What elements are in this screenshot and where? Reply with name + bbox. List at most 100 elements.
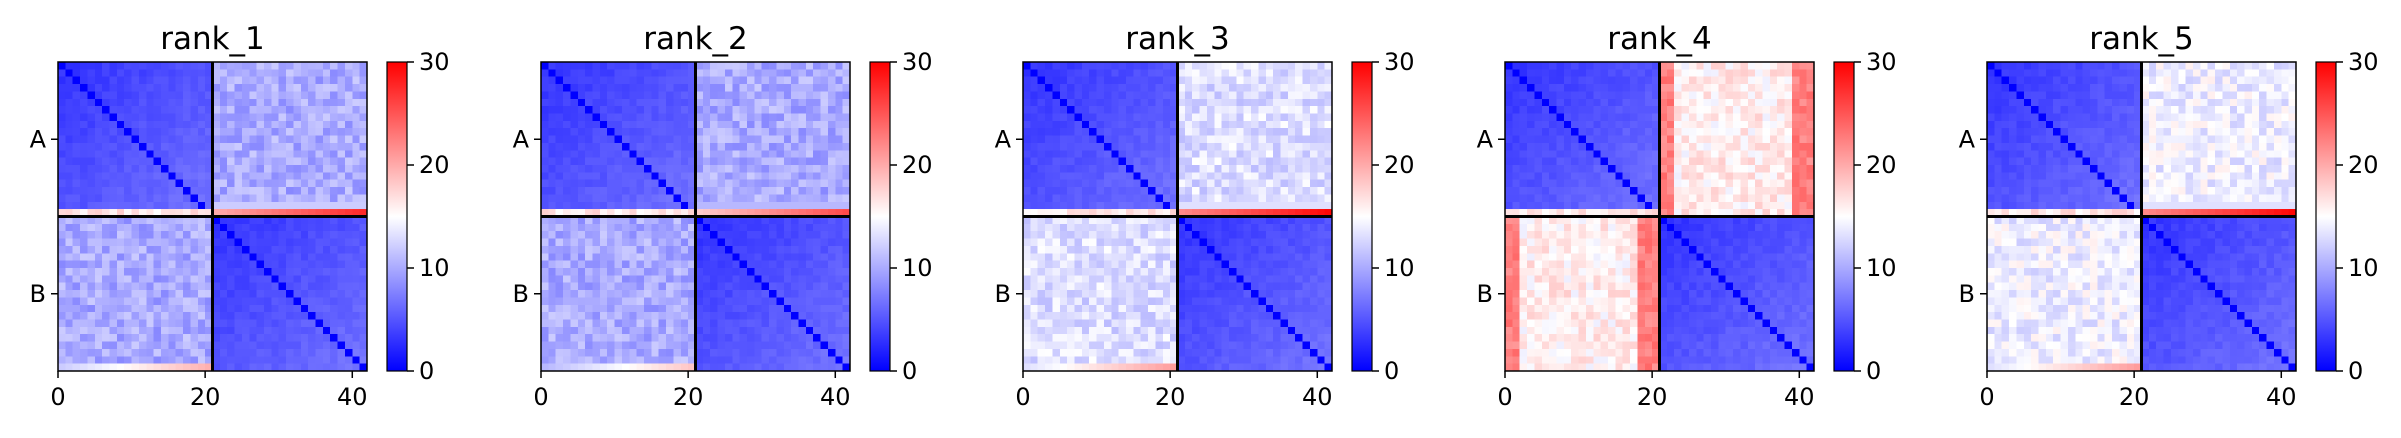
heatmap-cell bbox=[190, 120, 199, 129]
heatmap-cell bbox=[227, 297, 235, 306]
heatmap-cell bbox=[1236, 253, 1245, 261]
heatmap-cell bbox=[680, 98, 689, 107]
heatmap-cell bbox=[599, 348, 608, 357]
heatmap-cell bbox=[658, 356, 667, 364]
heatmap-cell bbox=[1221, 268, 1230, 276]
heatmap-cell bbox=[644, 223, 652, 232]
heatmap-cell bbox=[293, 201, 302, 210]
heatmap-cell bbox=[813, 356, 821, 364]
heatmap-cell bbox=[94, 223, 103, 232]
heatmap-cell bbox=[842, 106, 851, 114]
heatmap-cell bbox=[87, 319, 96, 328]
heatmap-cell bbox=[109, 363, 118, 372]
heatmap-cell bbox=[1148, 98, 1156, 107]
heatmap-cell bbox=[614, 135, 623, 144]
heatmap-cell bbox=[673, 260, 682, 269]
heatmap-cell bbox=[761, 76, 770, 85]
heatmap-cell bbox=[827, 319, 836, 328]
heatmap-cell bbox=[1214, 106, 1222, 114]
heatmap-cell bbox=[585, 231, 593, 239]
heatmap-cell bbox=[666, 223, 674, 232]
heatmap-cell bbox=[72, 69, 81, 78]
heatmap-cell bbox=[146, 150, 154, 158]
heatmap-cell bbox=[724, 120, 733, 129]
heatmap-cell bbox=[577, 150, 586, 158]
heatmap-cell bbox=[109, 135, 118, 144]
heatmap-cell bbox=[1089, 84, 1097, 92]
heatmap-cell bbox=[227, 84, 235, 92]
heatmap-cell bbox=[124, 150, 132, 158]
heatmap-cell bbox=[1103, 120, 1112, 129]
heatmap-cell bbox=[352, 187, 360, 195]
heatmap-cell bbox=[308, 150, 316, 158]
heatmap-cell bbox=[644, 319, 652, 328]
heatmap-cell bbox=[695, 348, 704, 357]
heatmap-cell bbox=[330, 157, 338, 166]
heatmap-cell bbox=[205, 245, 213, 254]
heatmap-cell bbox=[1317, 172, 1325, 181]
heatmap-cell bbox=[278, 245, 287, 254]
heatmap-cell bbox=[791, 128, 799, 136]
heatmap-cell bbox=[330, 187, 338, 195]
heatmap-cell bbox=[1317, 187, 1325, 195]
heatmap-cell bbox=[109, 150, 118, 158]
heatmap-cell bbox=[1258, 84, 1267, 92]
heatmap-cell bbox=[1052, 69, 1061, 78]
heatmap-cell bbox=[1206, 297, 1215, 306]
heatmap-cell bbox=[1103, 135, 1112, 144]
heatmap-cell bbox=[555, 209, 564, 217]
heatmap-cell bbox=[563, 142, 571, 151]
heatmap-cell bbox=[1133, 209, 1142, 217]
heatmap-cell bbox=[65, 319, 74, 328]
heatmap-cell bbox=[666, 172, 674, 181]
heatmap-cell bbox=[1052, 76, 1061, 85]
heatmap-cell bbox=[1273, 297, 1281, 306]
heatmap-cell bbox=[717, 172, 726, 181]
heatmap-cell bbox=[219, 216, 228, 225]
heatmap-cell bbox=[658, 128, 667, 136]
heatmap-cell bbox=[614, 172, 623, 181]
heatmap-cell bbox=[798, 245, 807, 254]
heatmap-cell bbox=[1089, 128, 1097, 136]
heatmap-cell bbox=[300, 157, 309, 166]
heatmap-cell bbox=[636, 179, 645, 188]
heatmap-cell bbox=[541, 128, 549, 136]
heatmap-cell bbox=[1133, 290, 1142, 298]
heatmap-cell bbox=[820, 106, 829, 114]
heatmap-cell bbox=[798, 142, 807, 151]
heatmap-cell bbox=[87, 62, 96, 70]
heatmap-cell bbox=[1177, 187, 1186, 195]
heatmap-cell bbox=[607, 275, 615, 284]
heatmap-cell bbox=[820, 363, 829, 372]
heatmap-cell bbox=[131, 187, 140, 195]
heatmap-cell bbox=[308, 76, 316, 85]
heatmap-cell bbox=[87, 253, 96, 261]
heatmap-cell bbox=[359, 150, 368, 158]
heatmap-cell bbox=[1273, 62, 1281, 70]
heatmap-cell bbox=[1280, 91, 1289, 100]
heatmap-cell bbox=[219, 260, 228, 269]
heatmap-cell bbox=[702, 275, 711, 284]
heatmap-cell bbox=[791, 187, 799, 195]
heatmap-cell bbox=[658, 348, 667, 357]
heatmap-cell bbox=[1221, 106, 1230, 114]
heatmap-cell bbox=[344, 113, 353, 122]
heatmap-cell bbox=[116, 209, 125, 217]
heatmap-cell bbox=[732, 312, 740, 320]
heatmap-cell bbox=[80, 348, 88, 357]
heatmap-cell bbox=[1258, 98, 1267, 107]
heatmap-cell bbox=[94, 363, 103, 372]
heatmap-cell bbox=[842, 113, 851, 122]
heatmap-cell bbox=[769, 91, 777, 100]
heatmap-cell bbox=[80, 253, 88, 261]
heatmap-cell bbox=[1309, 106, 1318, 114]
heatmap-cell bbox=[747, 245, 755, 254]
heatmap-cell bbox=[805, 194, 814, 203]
heatmap-cell bbox=[827, 334, 836, 342]
heatmap-cell bbox=[1118, 165, 1127, 173]
heatmap-cell bbox=[72, 312, 81, 320]
heatmap-cell bbox=[783, 297, 792, 306]
heatmap-cell bbox=[286, 165, 294, 173]
heatmap-cell bbox=[1059, 275, 1068, 284]
heatmap-cell bbox=[717, 201, 726, 210]
